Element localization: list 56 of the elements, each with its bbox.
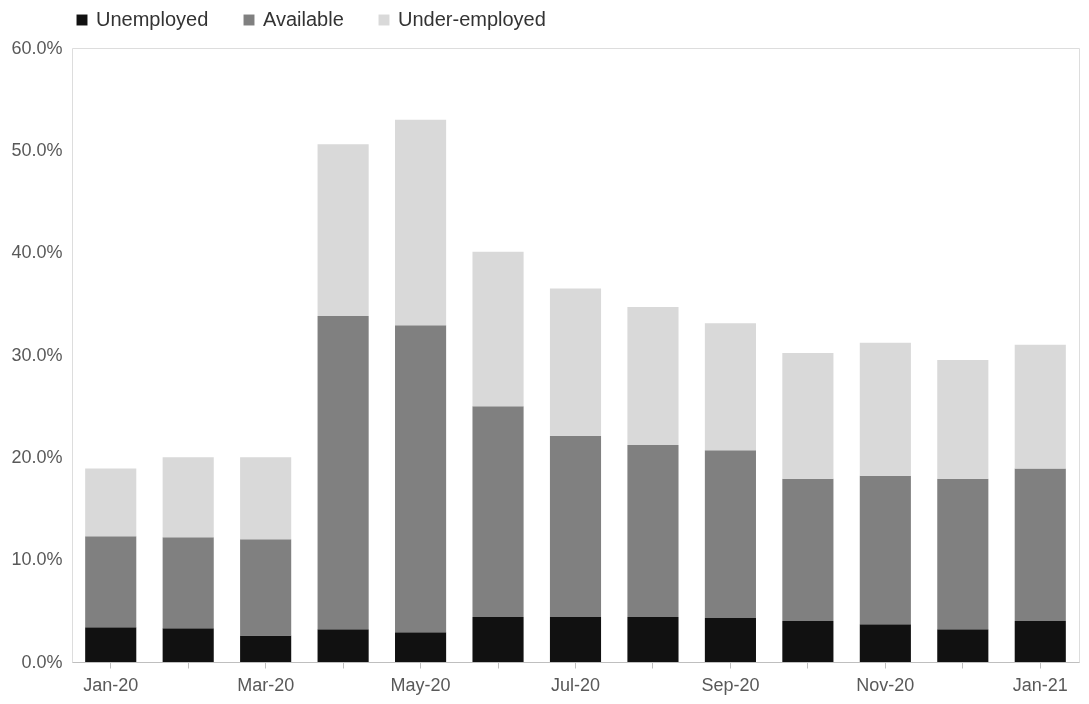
bar bbox=[240, 457, 292, 540]
bar bbox=[472, 251, 524, 407]
bar bbox=[317, 629, 369, 662]
bar bbox=[472, 616, 524, 662]
y-tick-label: 20.0% bbox=[11, 446, 63, 467]
x-tick-label: Nov-20 bbox=[856, 674, 915, 695]
bar bbox=[85, 627, 137, 662]
bar bbox=[1014, 621, 1066, 662]
bar bbox=[937, 360, 989, 479]
bar bbox=[549, 616, 602, 662]
bar bbox=[782, 352, 834, 479]
bar bbox=[85, 468, 137, 537]
bar bbox=[162, 628, 214, 662]
y-tick-label: 0.0% bbox=[21, 651, 63, 672]
y-tick-label: 60.0% bbox=[11, 37, 63, 58]
bar bbox=[1014, 344, 1066, 469]
bar bbox=[859, 624, 911, 662]
bar bbox=[317, 316, 369, 630]
bar bbox=[240, 635, 292, 662]
bar bbox=[704, 450, 756, 618]
x-tick-label: May-20 bbox=[390, 674, 451, 695]
bar bbox=[162, 537, 214, 629]
bar bbox=[859, 342, 911, 476]
bar bbox=[1014, 468, 1066, 622]
bar bbox=[782, 478, 834, 622]
y-tick-label: 10.0% bbox=[11, 549, 63, 570]
bar bbox=[704, 618, 756, 662]
legend-label: Unemployed bbox=[96, 8, 209, 30]
bar bbox=[704, 323, 756, 451]
y-tick-label: 50.0% bbox=[11, 139, 63, 160]
legend-label: Available bbox=[263, 8, 344, 30]
bar bbox=[395, 325, 447, 633]
bar bbox=[549, 288, 602, 436]
x-tick-label: Jan-21 bbox=[1012, 674, 1068, 695]
bar bbox=[937, 629, 989, 662]
y-tick-label: 30.0% bbox=[11, 344, 63, 365]
bar bbox=[240, 539, 292, 636]
bar bbox=[162, 457, 214, 538]
bar bbox=[472, 406, 524, 617]
bar bbox=[317, 144, 369, 317]
bar bbox=[549, 435, 602, 617]
bar bbox=[859, 475, 911, 625]
bar bbox=[395, 632, 447, 662]
x-tick-label: Jul-20 bbox=[550, 674, 601, 695]
bar bbox=[937, 478, 989, 630]
bar bbox=[85, 536, 137, 628]
x-tick-label: Mar-20 bbox=[237, 674, 295, 695]
y-tick-label: 40.0% bbox=[11, 242, 63, 263]
bar bbox=[395, 119, 447, 326]
x-tick-label: Jan-20 bbox=[83, 674, 139, 695]
x-tick-label: Sep-20 bbox=[701, 674, 760, 695]
legend-label: Under-employed bbox=[398, 8, 546, 30]
bar bbox=[627, 306, 679, 446]
bar bbox=[627, 445, 679, 617]
bar bbox=[782, 621, 834, 662]
bar bbox=[627, 616, 679, 662]
